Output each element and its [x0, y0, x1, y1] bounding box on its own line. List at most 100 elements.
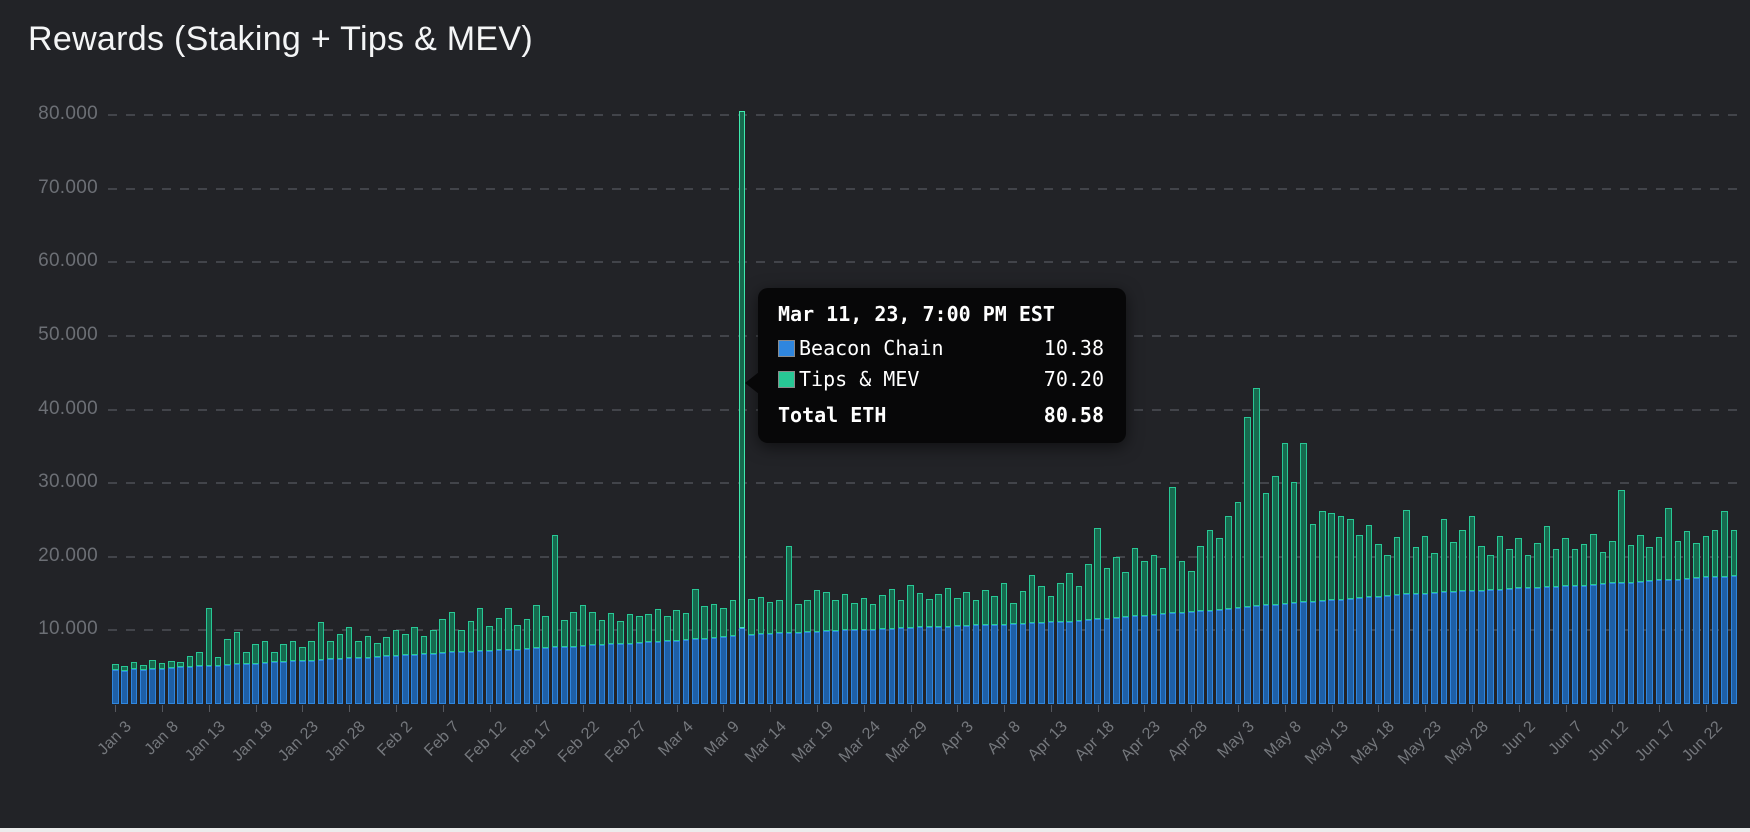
- bar[interactable]: [1019, 590, 1027, 704]
- bar[interactable]: [1562, 537, 1569, 704]
- beacon-chain-segment[interactable]: [1665, 579, 1672, 704]
- beacon-chain-segment[interactable]: [757, 634, 765, 704]
- beacon-chain-segment[interactable]: [907, 628, 914, 704]
- bar[interactable]: [1056, 582, 1064, 704]
- tips-mev-segment[interactable]: [1618, 489, 1625, 583]
- tips-mev-segment[interactable]: [841, 594, 849, 631]
- beacon-chain-segment[interactable]: [1580, 585, 1588, 704]
- tips-mev-segment[interactable]: [1403, 509, 1410, 595]
- tips-mev-segment[interactable]: [373, 642, 381, 657]
- tips-mev-segment[interactable]: [1599, 551, 1607, 585]
- bar[interactable]: [804, 599, 811, 704]
- tips-mev-segment[interactable]: [1609, 540, 1616, 584]
- bar[interactable]: [561, 620, 568, 704]
- beacon-chain-segment[interactable]: [738, 627, 746, 704]
- beacon-chain-segment[interactable]: [963, 625, 970, 704]
- bar[interactable]: [1010, 603, 1017, 704]
- beacon-chain-segment[interactable]: [1412, 593, 1420, 704]
- beacon-chain-segment[interactable]: [785, 632, 793, 704]
- tips-mev-segment[interactable]: [1197, 545, 1204, 612]
- bar[interactable]: [196, 651, 203, 704]
- beacon-chain-segment[interactable]: [280, 662, 287, 704]
- tips-mev-segment[interactable]: [1421, 536, 1429, 594]
- beacon-chain-segment[interactable]: [944, 626, 952, 704]
- tips-mev-segment[interactable]: [1515, 538, 1522, 589]
- tips-mev-segment[interactable]: [1328, 512, 1335, 601]
- tips-mev-segment[interactable]: [1449, 542, 1457, 593]
- beacon-chain-segment[interactable]: [1599, 584, 1607, 704]
- bar[interactable]: [1543, 525, 1551, 704]
- tips-mev-segment[interactable]: [1580, 543, 1588, 586]
- tips-mev-segment[interactable]: [1225, 516, 1232, 610]
- beacon-chain-segment[interactable]: [1627, 582, 1635, 704]
- bar[interactable]: [1618, 489, 1625, 704]
- bar[interactable]: [392, 629, 400, 704]
- tips-mev-segment[interactable]: [626, 614, 634, 644]
- bar[interactable]: [261, 640, 269, 704]
- bar[interactable]: [1272, 475, 1279, 704]
- beacon-chain-segment[interactable]: [692, 639, 699, 704]
- tips-mev-segment[interactable]: [692, 589, 699, 640]
- beacon-chain-segment[interactable]: [664, 641, 671, 704]
- bar[interactable]: [130, 662, 138, 704]
- beacon-chain-segment[interactable]: [916, 627, 924, 704]
- tips-mev-segment[interactable]: [1244, 416, 1251, 607]
- tips-mev-segment[interactable]: [1085, 564, 1092, 621]
- bar[interactable]: [186, 656, 194, 704]
- bar[interactable]: [121, 666, 128, 704]
- bar[interactable]: [252, 644, 259, 704]
- bar[interactable]: [682, 613, 690, 704]
- beacon-chain-segment[interactable]: [991, 624, 999, 704]
- beacon-chain-segment[interactable]: [1178, 612, 1186, 704]
- tips-mev-segment[interactable]: [664, 616, 671, 642]
- beacon-chain-segment[interactable]: [626, 643, 634, 704]
- beacon-chain-segment[interactable]: [766, 634, 774, 704]
- beacon-chain-segment[interactable]: [1375, 596, 1382, 704]
- bar[interactable]: [813, 589, 821, 704]
- bar[interactable]: [1047, 595, 1055, 704]
- bar[interactable]: [1534, 542, 1541, 704]
- bar[interactable]: [1113, 556, 1120, 704]
- tips-mev-segment[interactable]: [897, 600, 905, 629]
- bar[interactable]: [514, 625, 521, 704]
- bar[interactable]: [402, 634, 409, 704]
- beacon-chain-segment[interactable]: [1552, 586, 1560, 704]
- tips-mev-segment[interactable]: [1337, 515, 1345, 600]
- tips-mev-segment[interactable]: [1216, 538, 1223, 610]
- bar[interactable]: [832, 600, 839, 704]
- bar[interactable]: [1599, 551, 1607, 704]
- bar[interactable]: [589, 612, 596, 704]
- beacon-chain-segment[interactable]: [1094, 619, 1101, 704]
- tips-mev-segment[interactable]: [1187, 570, 1195, 612]
- beacon-chain-segment[interactable]: [1524, 588, 1532, 704]
- bar[interactable]: [1730, 530, 1738, 704]
- bar[interactable]: [1496, 536, 1504, 704]
- bar[interactable]: [149, 659, 156, 704]
- tips-mev-segment[interactable]: [1113, 556, 1120, 618]
- beacon-chain-segment[interactable]: [1356, 598, 1363, 704]
- beacon-chain-segment[interactable]: [242, 663, 250, 704]
- bar[interactable]: [1702, 536, 1710, 704]
- beacon-chain-segment[interactable]: [935, 626, 942, 704]
- beacon-chain-segment[interactable]: [373, 656, 381, 704]
- beacon-chain-segment[interactable]: [1150, 614, 1158, 704]
- beacon-chain-segment[interactable]: [1431, 592, 1438, 704]
- bar[interactable]: [720, 608, 727, 704]
- bar[interactable]: [448, 612, 456, 704]
- tips-mev-segment[interactable]: [1393, 536, 1401, 596]
- tips-mev-segment[interactable]: [1150, 555, 1158, 615]
- beacon-chain-segment[interactable]: [430, 653, 437, 704]
- beacon-chain-segment[interactable]: [1459, 591, 1466, 704]
- beacon-chain-segment[interactable]: [645, 642, 652, 704]
- beacon-chain-segment[interactable]: [1262, 605, 1270, 704]
- bar[interactable]: [1169, 486, 1176, 704]
- beacon-chain-segment[interactable]: [1038, 623, 1045, 704]
- tips-mev-segment[interactable]: [383, 637, 390, 657]
- tips-mev-segment[interactable]: [364, 635, 372, 658]
- bar[interactable]: [1197, 545, 1204, 704]
- beacon-chain-segment[interactable]: [224, 665, 231, 704]
- bar[interactable]: [645, 614, 652, 704]
- bar[interactable]: [1431, 553, 1438, 704]
- beacon-chain-segment[interactable]: [345, 658, 353, 704]
- bar[interactable]: [1150, 555, 1158, 704]
